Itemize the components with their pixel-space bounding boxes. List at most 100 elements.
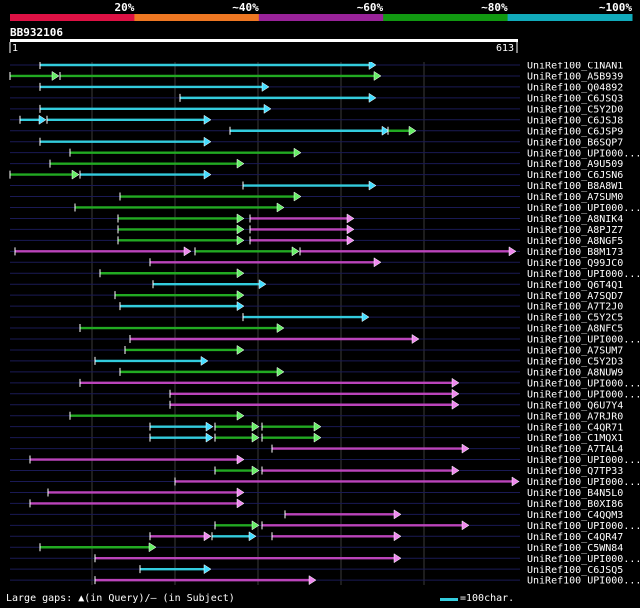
hit-row[interactable]: UniRef100_B8M173 — [10, 246, 623, 258]
hit-row[interactable]: UniRef100_C6JSN6 — [9, 169, 623, 181]
hit-row[interactable]: UniRef100_UPI000... — [10, 520, 640, 532]
hit-name[interactable]: UniRef100_C5Y2C5 — [527, 313, 623, 324]
hit-name[interactable]: UniRef100_A8NFC5 — [527, 324, 623, 335]
hit-row[interactable]: UniRef100_Q99JC0 — [10, 257, 623, 269]
hit-name[interactable]: UniRef100_A7T2J0 — [527, 302, 623, 313]
hit-name[interactable]: UniRef100_A7SQD7 — [527, 291, 623, 302]
hit-name[interactable]: UniRef100_A8PJZ7 — [527, 225, 623, 236]
hit-row[interactable]: UniRef100_C6JSP9 — [10, 125, 623, 137]
hit-name[interactable]: UniRef100_C6JSQ5 — [527, 565, 623, 576]
hit-row[interactable]: UniRef100_UPI000... — [10, 268, 640, 280]
hit-row[interactable]: UniRef100_B4N5L0 — [10, 487, 623, 499]
hit-row[interactable]: UniRef100_A7RJR0 — [10, 410, 623, 422]
hit-row[interactable]: UniRef100_B0XI86 — [10, 498, 623, 510]
query-id: BB932106 — [10, 26, 63, 39]
hit-name[interactable]: UniRef100_A7SUM7 — [527, 346, 623, 357]
hit-row[interactable]: UniRef100_C1NAN1 — [10, 62, 623, 72]
hit-name[interactable]: UniRef100_UPI000... — [527, 389, 640, 400]
hit-name[interactable]: UniRef100_A5B939 — [527, 72, 623, 83]
hit-name[interactable]: UniRef100_C1NAN1 — [527, 62, 623, 72]
hit-row[interactable]: UniRef100_A8NIK4 — [10, 213, 623, 225]
hit-name[interactable]: UniRef100_Q7TP33 — [527, 466, 623, 477]
hit-row[interactable]: UniRef100_C5WN84 — [10, 542, 623, 554]
hit-name[interactable]: UniRef100_B8M173 — [527, 247, 623, 258]
hit-name[interactable]: UniRef100_C5Y2D0 — [527, 104, 623, 115]
segment-end-arrow — [368, 62, 377, 70]
hit-name[interactable]: UniRef100_A8NGF5 — [527, 236, 623, 247]
hit-name[interactable]: UniRef100_UPI000... — [527, 269, 640, 280]
hit-row[interactable]: UniRef100_C4QQM3 — [10, 509, 623, 521]
hit-name[interactable]: UniRef100_UPI000... — [527, 148, 640, 159]
segment-end-arrow — [461, 443, 470, 454]
hit-row[interactable]: UniRef100_C6JSJ8 — [10, 114, 623, 126]
hit-row[interactable]: UniRef100_Q6T4Q1 — [10, 279, 623, 291]
hit-name[interactable]: UniRef100_B6SQP7 — [527, 137, 623, 148]
hit-row[interactable]: UniRef100_C4QR47 — [10, 531, 623, 543]
hit-name[interactable]: UniRef100_UPI000... — [527, 335, 640, 346]
hit-row[interactable]: UniRef100_B8A8W1 — [10, 180, 623, 192]
hit-name[interactable]: UniRef100_C4QQM3 — [527, 510, 623, 521]
hit-row[interactable]: UniRef100_C6JSQ5 — [10, 564, 623, 576]
hit-row[interactable]: UniRef100_C1MQX1 — [10, 432, 623, 444]
hit-name[interactable]: UniRef100_A8NIK4 — [527, 214, 623, 225]
hit-name[interactable]: UniRef100_UPI000... — [527, 521, 640, 532]
hit-name[interactable]: UniRef100_C6JSJ8 — [527, 115, 623, 126]
hit-name[interactable]: UniRef100_C1MQX1 — [527, 433, 623, 444]
hit-row[interactable]: UniRef100_Q6U7Y4 — [10, 399, 623, 411]
hit-row[interactable]: UniRef100_C5Y2D3 — [10, 355, 623, 368]
hit-row[interactable]: UniRef100_A7SUM0 — [10, 191, 623, 203]
hit-row[interactable]: UniRef100_UPI000... — [10, 377, 640, 389]
hit-row[interactable]: UniRef100_A7SQD7 — [10, 290, 623, 302]
hit-name[interactable]: UniRef100_C4QR71 — [527, 422, 623, 433]
hit-row[interactable]: UniRef100_C5Y2C5 — [10, 312, 623, 324]
hit-row[interactable]: UniRef100_UPI000... — [10, 575, 640, 585]
hit-name[interactable]: UniRef100_B0XI86 — [527, 499, 623, 510]
hit-name[interactable]: UniRef100_C6JSQ3 — [527, 93, 623, 104]
hit-name[interactable]: UniRef100_C6JSP9 — [527, 126, 623, 137]
hit-row[interactable]: UniRef100_A8NUW9 — [10, 366, 623, 378]
hit-row[interactable]: UniRef100_UPI000... — [10, 476, 640, 488]
hit-row[interactable]: UniRef100_UPI000... — [10, 202, 640, 214]
hit-name[interactable]: UniRef100_UPI000... — [527, 203, 640, 214]
hit-row[interactable]: UniRef100_Q04892 — [10, 81, 623, 94]
hit-row[interactable]: UniRef100_A8NGF5 — [10, 235, 623, 247]
hit-row[interactable]: UniRef100_A5B939 — [9, 71, 623, 83]
segment-end-arrow — [236, 498, 245, 509]
hit-name[interactable]: UniRef100_B8A8W1 — [527, 181, 623, 192]
hit-row[interactable]: UniRef100_UPI000... — [10, 553, 640, 565]
hit-name[interactable]: UniRef100_C5WN84 — [527, 543, 623, 554]
hit-name[interactable]: UniRef100_UPI000... — [527, 378, 640, 389]
hit-row[interactable]: UniRef100_UPI000... — [10, 388, 640, 400]
hit-name[interactable]: UniRef100_A7SUM0 — [527, 192, 623, 203]
hit-row[interactable]: UniRef100_B6SQP7 — [10, 136, 623, 148]
hit-name[interactable]: UniRef100_C5Y2D3 — [527, 357, 623, 368]
hit-name[interactable]: UniRef100_Q99JC0 — [527, 258, 623, 269]
hit-row[interactable]: UniRef100_A8NFC5 — [10, 323, 623, 335]
hit-row[interactable]: UniRef100_A8PJZ7 — [10, 224, 623, 236]
hit-row[interactable]: UniRef100_A7TAL4 — [10, 443, 623, 455]
hit-name[interactable]: UniRef100_Q6U7Y4 — [527, 400, 623, 411]
hit-name[interactable]: UniRef100_B4N5L0 — [527, 488, 623, 499]
hit-name[interactable]: UniRef100_Q6T4Q1 — [527, 280, 623, 291]
hit-name[interactable]: UniRef100_Q04892 — [527, 83, 623, 94]
hit-name[interactable]: UniRef100_A7RJR0 — [527, 411, 623, 422]
hit-row[interactable]: UniRef100_UPI000... — [10, 334, 640, 346]
hit-row[interactable]: UniRef100_Q7TP33 — [10, 465, 623, 477]
hit-name[interactable]: UniRef100_UPI000... — [527, 477, 640, 488]
hit-name[interactable]: UniRef100_A8NUW9 — [527, 367, 623, 378]
hit-row[interactable]: UniRef100_C5Y2D0 — [10, 103, 623, 115]
hit-row[interactable]: UniRef100_C6JSQ3 — [10, 92, 623, 104]
hit-row[interactable]: UniRef100_A9U509 — [10, 158, 623, 170]
hit-row[interactable]: UniRef100_A7SUM7 — [10, 345, 623, 357]
hit-row[interactable]: UniRef100_UPI000... — [10, 147, 640, 159]
hit-name[interactable]: UniRef100_UPI000... — [527, 576, 640, 585]
hit-name[interactable]: UniRef100_C4QR47 — [527, 532, 623, 543]
hit-name[interactable]: UniRef100_UPI000... — [527, 455, 640, 466]
hit-row[interactable]: UniRef100_UPI000... — [10, 454, 640, 466]
hit-row[interactable]: UniRef100_A7T2J0 — [10, 301, 623, 313]
hit-row[interactable]: UniRef100_C4QR71 — [10, 421, 623, 433]
hit-name[interactable]: UniRef100_C6JSN6 — [527, 170, 623, 181]
hit-name[interactable]: UniRef100_A7TAL4 — [527, 444, 623, 455]
hit-name[interactable]: UniRef100_A9U509 — [527, 159, 623, 170]
hit-name[interactable]: UniRef100_UPI000... — [527, 554, 640, 565]
